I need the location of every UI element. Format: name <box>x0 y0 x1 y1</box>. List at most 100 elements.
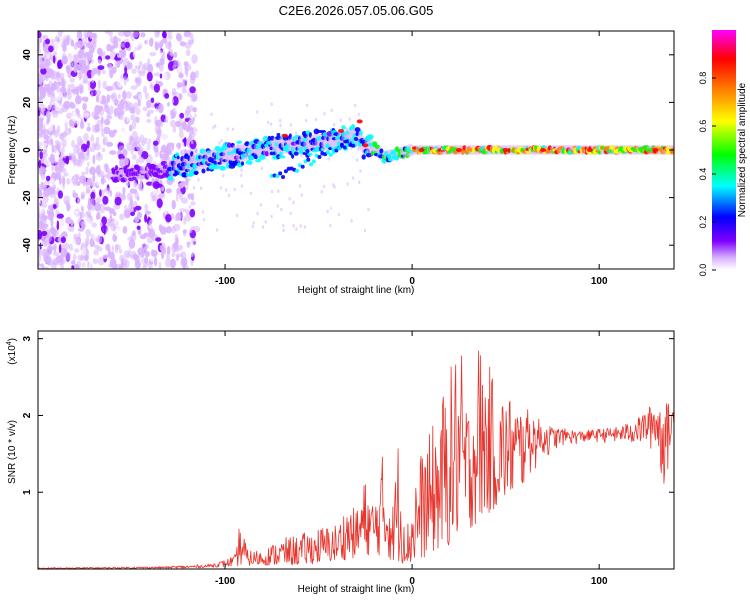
noise-blob <box>118 114 124 120</box>
noise-blob <box>95 89 102 96</box>
noise-blob <box>46 257 52 266</box>
noise-blob <box>329 223 332 228</box>
noise-blob <box>126 76 129 82</box>
noise-blob <box>270 214 273 219</box>
noise-blob <box>104 164 109 173</box>
noise-blob <box>47 187 54 192</box>
noise-blob <box>260 166 264 171</box>
noise-blob <box>121 219 127 226</box>
noise-blob <box>74 210 79 215</box>
spectrogram-panel: -100 0 100 -40 -20 0 20 40 Height of straight l… <box>7 30 675 296</box>
noise-blob <box>327 156 330 161</box>
noise-blob <box>282 228 285 233</box>
noise-blob <box>60 86 67 93</box>
noise-blob <box>189 74 196 85</box>
noise-blob <box>101 69 106 75</box>
ridge-blob <box>219 165 226 171</box>
noise-blob <box>162 37 168 44</box>
noise-blob <box>66 92 72 100</box>
noise-blob <box>178 191 183 201</box>
noise-blob <box>46 209 50 215</box>
noise-blob <box>41 230 48 236</box>
noise-blob <box>53 219 57 228</box>
noise-blob <box>38 229 43 240</box>
noise-blob <box>289 123 292 127</box>
noise-blob <box>70 214 78 221</box>
noise-blob <box>49 193 57 198</box>
noise-blob <box>322 184 326 189</box>
ridge-blob <box>293 151 299 156</box>
noise-blob <box>89 80 97 90</box>
noise-blob <box>194 70 199 79</box>
noise-blob <box>56 125 61 134</box>
noise-blob <box>96 214 99 220</box>
ridge-blob <box>279 151 283 156</box>
noise-blob <box>80 211 85 219</box>
noise-blob <box>176 244 184 251</box>
noise-blob <box>122 57 130 68</box>
noise-blob <box>63 152 67 159</box>
noise-blob <box>44 115 47 123</box>
noise-blob <box>143 85 148 94</box>
snr-panel: -100 0 100 1 2 3 Height of straight line (km)… <box>6 330 675 595</box>
noise-blob <box>132 222 139 227</box>
noise-blob <box>99 189 102 197</box>
ridge-branch-blob <box>351 143 356 148</box>
noise-blob <box>152 140 159 146</box>
noise-blob <box>71 54 79 63</box>
noise-blob <box>160 134 168 140</box>
noise-blob <box>80 233 87 240</box>
noise-blob <box>117 93 121 100</box>
noise-blob <box>54 91 62 102</box>
noise-blob <box>141 124 148 131</box>
noise-blob <box>159 244 165 252</box>
noise-blob <box>118 248 123 254</box>
spectrogram-y-tick-label: -20 <box>22 190 33 205</box>
noise-blob <box>83 254 89 262</box>
noise-blob <box>212 228 215 233</box>
noise-blob <box>38 199 41 205</box>
noise-blob <box>64 251 71 261</box>
noise-blob <box>70 39 74 47</box>
spectrogram-y-label: Frequency (Hz) <box>7 116 18 185</box>
noise-blob <box>291 182 294 186</box>
noise-blob <box>187 193 192 201</box>
noise-blob <box>132 145 135 152</box>
noise-blob <box>185 213 192 222</box>
noise-blob <box>54 41 61 51</box>
noise-blob <box>66 178 71 185</box>
noise-blob <box>91 222 98 228</box>
noise-blob <box>52 204 57 209</box>
noise-blob <box>43 158 51 166</box>
noise-blob <box>85 166 89 175</box>
noise-blob <box>102 50 106 61</box>
noise-blob <box>38 265 43 269</box>
noise-blob <box>109 150 117 156</box>
noise-blob <box>175 78 179 84</box>
noise-blob <box>44 240 48 247</box>
noise-blob <box>134 216 140 223</box>
noise-blob <box>38 90 41 99</box>
noise-blob <box>119 237 126 247</box>
noise-blob <box>98 256 105 266</box>
spectrogram-x-tick-label: 0 <box>409 276 415 287</box>
noise-blob <box>54 102 62 112</box>
noise-blob <box>43 43 51 54</box>
noise-blob <box>50 33 55 39</box>
noise-blob <box>116 52 121 58</box>
ridge-blob <box>379 148 384 154</box>
noise-blob <box>288 197 291 201</box>
noise-blob <box>190 251 194 258</box>
noise-blob <box>51 71 54 81</box>
ridge-peak <box>281 133 288 138</box>
ridge-peak <box>586 148 593 152</box>
noise-blob <box>282 116 285 121</box>
noise-blob <box>50 217 54 227</box>
noise-blob <box>114 98 118 106</box>
noise-blob <box>81 171 86 176</box>
noise-blob <box>40 67 47 75</box>
noise-blob <box>300 154 303 158</box>
noise-blob <box>200 186 203 190</box>
noise-blob <box>165 214 172 223</box>
noise-blob <box>90 191 96 200</box>
